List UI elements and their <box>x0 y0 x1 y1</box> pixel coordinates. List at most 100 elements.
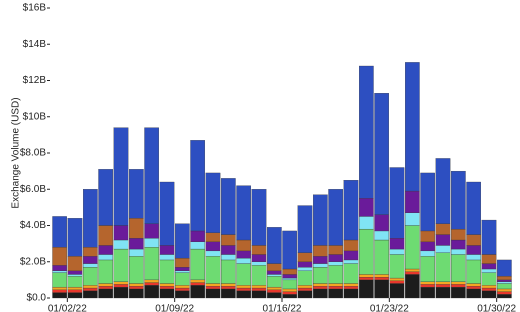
bar-segment <box>328 245 343 255</box>
bar-segment <box>328 286 343 290</box>
bar-segment <box>83 287 98 291</box>
bar-segment <box>435 284 451 288</box>
y-tick-label: $12B <box>23 75 47 86</box>
y-tick-label: $6.0B <box>20 184 46 195</box>
bar-segment <box>374 230 389 241</box>
bar-segment <box>67 274 83 277</box>
bar-segment <box>343 250 359 261</box>
y-axis-label: Exchange Volume (USD) <box>11 97 22 208</box>
bar-segment <box>389 248 405 255</box>
bar-segment <box>451 228 466 241</box>
bar-segment <box>420 256 435 282</box>
bar-segment <box>236 285 251 289</box>
bar-segment <box>282 288 297 292</box>
bar-segment <box>343 283 359 287</box>
bar-segment <box>113 225 129 241</box>
bar-segment <box>98 225 113 246</box>
bar-segment <box>313 288 328 299</box>
bar-segment <box>129 286 144 290</box>
bar-segment <box>267 286 282 290</box>
bar-segment <box>52 247 67 266</box>
bar-segment <box>190 230 205 242</box>
bar-segment <box>52 216 67 248</box>
bar-segment <box>113 239 129 250</box>
bar-segment <box>297 267 313 271</box>
bar-segment <box>497 279 512 282</box>
bar-segment <box>236 185 251 241</box>
bar-segment <box>435 158 451 224</box>
bar-segment <box>297 205 313 253</box>
bar-segment <box>251 285 267 289</box>
bar-segment <box>221 245 236 255</box>
bar-segment <box>481 272 497 286</box>
bar-segment <box>129 288 144 299</box>
bar-segment <box>113 281 129 285</box>
bar-segment <box>297 287 313 291</box>
bar-segment <box>328 265 343 284</box>
bar-segment <box>251 265 267 286</box>
bar-segment <box>313 256 328 264</box>
bar-segment <box>113 248 129 282</box>
bar-segment <box>420 172 435 232</box>
bar-segment <box>236 257 251 264</box>
bar-segment <box>389 167 405 239</box>
bar-segment <box>67 218 83 257</box>
bar-segment <box>175 285 190 289</box>
bar-segment <box>359 65 374 199</box>
bar-segment <box>359 198 374 217</box>
bar-segment <box>389 238 405 250</box>
bar-segment <box>359 279 374 299</box>
y-tick-label: $4.0B <box>20 220 46 231</box>
bar-segment <box>221 288 236 299</box>
bar-segment <box>328 254 343 262</box>
bar-segment <box>175 272 190 286</box>
bar-segment <box>328 261 343 266</box>
bar-segment <box>435 281 451 285</box>
bar-segment <box>129 238 144 250</box>
bar-segment <box>251 287 267 291</box>
bar-segment <box>420 286 435 299</box>
bar-segment <box>313 245 328 257</box>
bar-segment <box>175 290 190 299</box>
bar-segment <box>481 268 497 273</box>
bar-segment <box>405 212 420 226</box>
bar-segment <box>205 250 221 257</box>
bar-segment <box>67 289 83 293</box>
bar-segment <box>267 292 282 299</box>
bar-segment <box>451 248 466 255</box>
bar-segment <box>282 291 297 295</box>
bar-segment <box>359 228 374 275</box>
bar-segment <box>313 267 328 284</box>
bar-segment <box>374 279 389 299</box>
bar-segment <box>67 270 83 275</box>
bar-segment <box>67 286 83 290</box>
bar-segment <box>129 218 144 239</box>
bar-segment <box>129 248 144 257</box>
bar-segment <box>374 274 389 278</box>
bar-segment <box>466 234 481 246</box>
bar-segment <box>374 239 389 275</box>
bar-segment <box>451 281 466 285</box>
bar-segment <box>359 274 374 278</box>
bar-segment <box>129 283 144 287</box>
bar-segment <box>113 127 129 226</box>
bar-segment <box>343 263 359 284</box>
bar-segment <box>98 254 113 261</box>
x-tick-label: 01/02/22 <box>48 304 87 312</box>
bar-segment <box>159 181 175 246</box>
bar-segment <box>389 280 405 284</box>
bar-segment <box>497 294 512 299</box>
bar-segment <box>221 259 236 284</box>
bar-segment <box>221 283 236 287</box>
bar-segment <box>466 254 481 261</box>
bar-segment <box>313 263 328 268</box>
bar-segment <box>267 227 282 264</box>
bar-segment <box>405 268 420 272</box>
bar-segment <box>221 286 236 290</box>
bar-segment <box>343 286 359 290</box>
bar-segment <box>497 283 512 290</box>
bar-segment <box>374 93 389 215</box>
bar-segment <box>451 239 466 250</box>
bar-segment <box>175 287 190 291</box>
bar-segment <box>389 254 405 279</box>
